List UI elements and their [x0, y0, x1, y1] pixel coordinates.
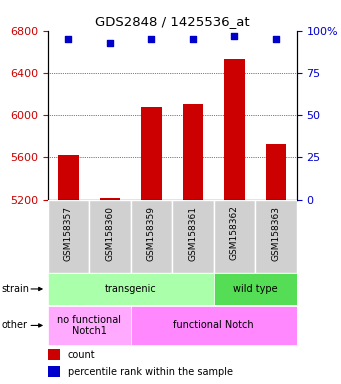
- Text: other: other: [2, 320, 28, 331]
- Point: [107, 40, 113, 46]
- Text: GSM158357: GSM158357: [64, 205, 73, 260]
- Text: strain: strain: [2, 284, 30, 294]
- Text: no functional
Notch1: no functional Notch1: [57, 314, 121, 336]
- Text: transgenic: transgenic: [105, 284, 157, 294]
- Bar: [255, 200, 297, 273]
- Bar: [89, 200, 131, 273]
- Bar: [100, 198, 120, 200]
- Bar: [131, 306, 297, 345]
- Bar: [48, 366, 60, 377]
- Bar: [48, 306, 131, 345]
- Point: [190, 36, 196, 42]
- Bar: [214, 200, 255, 273]
- Text: GSM158361: GSM158361: [189, 205, 197, 260]
- Text: GSM158363: GSM158363: [271, 205, 280, 260]
- Bar: [58, 156, 79, 200]
- Bar: [224, 59, 245, 200]
- Title: GDS2848 / 1425536_at: GDS2848 / 1425536_at: [95, 15, 250, 28]
- Text: GSM158359: GSM158359: [147, 205, 156, 260]
- Point: [149, 36, 154, 42]
- Text: functional Notch: functional Notch: [173, 320, 254, 331]
- Point: [273, 36, 279, 42]
- Text: GSM158362: GSM158362: [230, 205, 239, 260]
- Text: percentile rank within the sample: percentile rank within the sample: [68, 367, 233, 377]
- Bar: [214, 273, 297, 305]
- Text: count: count: [68, 349, 95, 359]
- Bar: [182, 104, 203, 200]
- Bar: [141, 107, 162, 200]
- Bar: [48, 349, 60, 360]
- Bar: [172, 200, 214, 273]
- Point: [232, 33, 237, 39]
- Text: GSM158360: GSM158360: [105, 205, 115, 260]
- Bar: [266, 144, 286, 200]
- Bar: [131, 200, 172, 273]
- Point: [66, 36, 71, 42]
- Bar: [48, 200, 89, 273]
- Bar: [48, 273, 214, 305]
- Text: wild type: wild type: [233, 284, 278, 294]
